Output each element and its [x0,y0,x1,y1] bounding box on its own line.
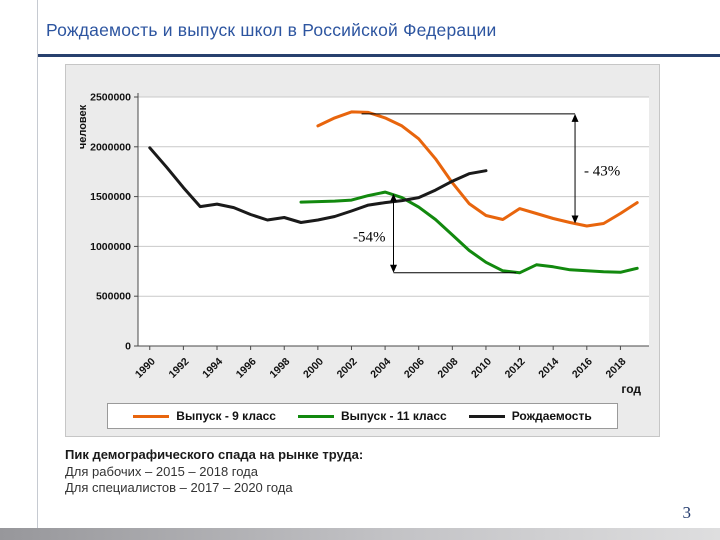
annotation-2: -54% [353,193,517,274]
title-divider [38,54,720,57]
legend-line-grade9-icon [133,414,170,418]
svg-text:2500000: 2500000 [90,92,131,104]
legend-item-births: Рождаемость [468,409,592,423]
svg-text:1500000: 1500000 [90,191,131,203]
legend-label-births: Рождаемость [511,409,592,423]
series-line-1 [316,110,639,228]
svg-text:1990: 1990 [133,356,158,381]
svg-text:1994: 1994 [200,356,225,381]
page-number: 3 [682,503,692,522]
svg-text:1000000: 1000000 [90,241,131,253]
x-tick-labels: 1990 1992 1994 1996 1998 2000 2002 2004 2006 2008… [133,346,629,381]
svg-text:2014: 2014 [536,356,561,381]
svg-text:0: 0 [125,341,131,353]
svg-text:2006: 2006 [402,356,427,381]
svg-text:2000: 2000 [301,356,326,381]
svg-text:1998: 1998 [267,356,292,381]
left-edge-rule [37,0,38,540]
chart-legend: Выпуск - 9 класс Выпуск - 11 класс Рожда… [107,403,618,429]
legend-label-grade11: Выпуск - 11 класс [340,409,447,423]
svg-text:2004: 2004 [368,356,393,381]
svg-text:2012: 2012 [503,356,528,381]
svg-text:2010: 2010 [469,356,494,381]
legend-line-grade11-icon [297,414,334,418]
svg-text:2016: 2016 [570,356,595,381]
notes-line-specialists: Для специалистов – 2017 – 2020 года [65,480,293,496]
x-axis-title: год [621,382,641,396]
svg-text:2008: 2008 [435,356,460,381]
series-line-3 [148,146,488,224]
annotation-label: - 43% [584,164,620,180]
notes-heading: Пик демографического спада на рынке труд… [65,447,364,462]
chart-panel: 0 500000 1000000 1500000 2000000 2500000 1990 1… [65,64,660,437]
annotation-label: -54% [353,229,386,245]
svg-text:2018: 2018 [604,356,629,381]
legend-item-grade9: Выпуск - 9 класс [133,409,276,423]
svg-text:2002: 2002 [335,356,360,381]
page-title: Рождаемость и выпуск школ в Российской Ф… [46,20,497,40]
legend-item-grade11: Выпуск - 11 класс [297,409,447,423]
annotation-1: - 43% [361,113,620,224]
svg-text:1992: 1992 [167,356,192,381]
svg-text:1996: 1996 [234,356,259,381]
notes-line-workers: Для рабочих – 2015 – 2018 года [65,463,259,479]
series-line-2 [299,190,639,275]
legend-line-births-icon [468,414,505,418]
svg-text:500000: 500000 [96,291,131,303]
footer-bar [0,528,720,540]
y-axis-title: человек [77,104,89,149]
svg-text:2000000: 2000000 [90,141,131,153]
y-tick-labels: 0 500000 1000000 1500000 2000000 2500000 [90,92,138,353]
notes-block: Пик демографического спада на рынке труд… [65,447,363,497]
legend-label-grade9: Выпуск - 9 класс [176,409,276,423]
